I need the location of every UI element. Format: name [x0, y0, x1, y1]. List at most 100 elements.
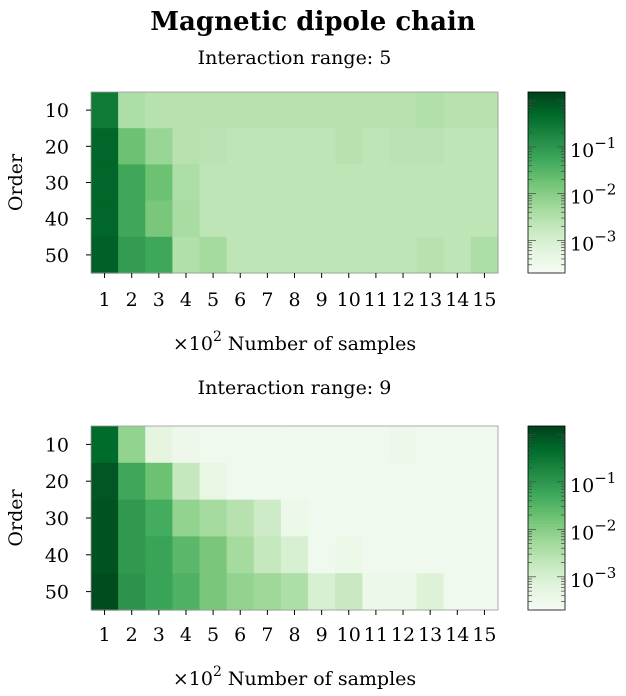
heatmap-cell — [416, 200, 445, 238]
heatmap-cell — [389, 536, 418, 574]
heatmap-cell — [389, 200, 418, 238]
heatmap-cell — [389, 426, 418, 464]
heatmap-cell — [226, 128, 255, 165]
x-axis-label: ×102 Number of samples — [173, 329, 416, 355]
colorbar-segment — [528, 511, 565, 516]
colorbar-segment — [528, 527, 565, 531]
heatmap-cell — [416, 426, 445, 464]
heatmap-cell — [199, 536, 228, 574]
heatmap-cell — [118, 236, 146, 274]
colorbar-segment — [528, 134, 565, 138]
colorbar-segment — [528, 496, 565, 501]
colorbar-segment — [528, 116, 565, 120]
heatmap-cell — [91, 499, 119, 537]
colorbar-segment — [528, 137, 565, 141]
y-tick-label: 20 — [45, 136, 69, 158]
colorbar-segment — [528, 582, 565, 587]
heatmap-cell — [199, 92, 228, 129]
heatmap-cell — [416, 499, 445, 537]
x-tick-label: 6 — [234, 289, 246, 311]
y-axis-label: Order — [5, 153, 27, 211]
x-tick-label: 5 — [207, 289, 219, 311]
x-tick-label: 8 — [288, 289, 300, 311]
panel-title: Interaction range: 9 — [198, 377, 392, 399]
heatmap-cell — [389, 499, 418, 537]
heatmap-cell — [389, 164, 418, 202]
heatmap-cell — [443, 536, 472, 574]
heatmap-cell — [226, 499, 255, 537]
colorbar-segment — [528, 548, 565, 553]
x-tick-label: 9 — [316, 289, 328, 311]
x-tick-label: 7 — [261, 624, 273, 646]
colorbar-segment — [528, 533, 565, 537]
colorbar-segment — [528, 567, 565, 571]
colorbar-segment — [528, 173, 565, 178]
heatmap-cell — [308, 164, 336, 202]
heatmap-cell — [172, 236, 201, 274]
heatmap-cell — [362, 462, 391, 501]
colorbar-segment — [528, 245, 565, 250]
y-tick-label: 10 — [45, 434, 69, 456]
x-tick-label: 5 — [207, 624, 219, 646]
colorbar-frame — [527, 425, 566, 611]
colorbar-segment — [528, 254, 565, 259]
colorbar-segment — [528, 119, 565, 123]
colorbar-segment — [528, 218, 565, 223]
heatmap-cell — [335, 236, 363, 274]
colorbar-segment — [528, 521, 565, 525]
heatmap-cell — [226, 200, 255, 238]
y-tick-label: 50 — [45, 245, 69, 267]
y-tick-label: 40 — [45, 545, 69, 567]
heatmap-cell — [335, 426, 363, 464]
colorbar-tick-label: 10−3 — [570, 564, 616, 592]
colorbar-segment — [528, 155, 565, 159]
heatmap-cell — [470, 236, 499, 274]
colorbar-segment — [528, 152, 565, 156]
heatmap-cell — [91, 128, 119, 165]
colorbar-segment — [528, 429, 565, 433]
colorbar-segment — [528, 551, 565, 556]
heatmap-cell — [253, 200, 282, 238]
heatmap-cell — [308, 236, 336, 274]
colorbar-segment — [528, 206, 565, 211]
colorbar-segment — [528, 104, 565, 108]
heatmap-cell — [389, 128, 418, 165]
colorbar-segment — [528, 441, 565, 445]
heatmap-cell — [145, 236, 173, 274]
heatmap-cell — [226, 426, 255, 464]
colorbar-segment — [528, 260, 565, 265]
x-tick-label: 15 — [472, 289, 496, 311]
colorbar-segment — [528, 588, 565, 593]
heatmap-cell — [280, 462, 309, 501]
colorbar-segment — [528, 203, 565, 208]
y-axis-label: Order — [5, 489, 27, 547]
colorbar-segment — [528, 209, 565, 214]
heatmap-cell — [253, 573, 282, 611]
heatmap-cell — [199, 462, 228, 501]
colorbar-segment — [528, 182, 565, 187]
heatmap-cell — [172, 426, 201, 464]
colorbar-segment — [528, 176, 565, 181]
heatmap-cell — [280, 128, 309, 165]
heatmap-cell — [91, 573, 119, 611]
colorbar-segment — [528, 185, 565, 190]
colorbar-segment — [528, 242, 565, 247]
colorbar-segment — [528, 557, 565, 562]
x-tick-label: 7 — [261, 289, 273, 311]
heatmap-cell — [145, 128, 173, 165]
x-tick-label: 12 — [391, 624, 415, 646]
colorbar-segment — [528, 149, 565, 153]
y-tick-label: 10 — [45, 100, 69, 122]
colorbar-segment — [528, 92, 565, 96]
heatmap-cell — [253, 499, 282, 537]
colorbar-segment — [528, 164, 565, 169]
y-tick-label: 20 — [45, 471, 69, 493]
heatmap-cell — [308, 426, 336, 464]
heatmap-cell — [470, 92, 499, 129]
colorbar-segment — [528, 128, 565, 132]
heatmap-cell — [118, 499, 146, 537]
colorbar-segment — [528, 594, 565, 599]
colorbar-segment — [528, 444, 565, 449]
y-tick-label: 40 — [45, 209, 69, 231]
colorbar-segment — [528, 95, 565, 99]
